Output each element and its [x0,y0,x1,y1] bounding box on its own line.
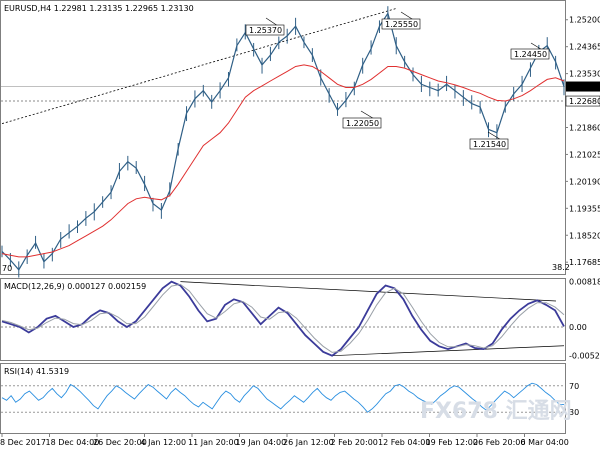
macd-panel: 0.008182 0.00 -0.005223 [1,278,600,361]
price-annotation-label: 1.22050 [346,119,379,128]
macd-axis-label: -0.005223 [569,352,600,361]
x-axis-label: 4 Jan 12:00 [141,438,187,447]
macd-lower-trendline [332,345,565,357]
macd-panel-title: MACD(12,26,9) 0.000127 0.002159 [4,282,146,291]
macd-main-line [1,283,565,353]
price-panel: 1.252001.243651.235301.226951.218601.210… [1,6,600,278]
price-axis-label: 1.21025 [569,150,600,159]
current-price-tag [566,81,600,92]
rsi-panel: 70 30 [1,382,579,417]
price-series-line [1,11,565,271]
macd-axis-label: 0.00 [569,323,587,332]
price-axis-label: 1.23530 [569,70,600,79]
x-axis-label: 2 Feb 20:00 [331,438,378,447]
price-annotation-box [381,18,421,30]
price-trendline [1,8,397,125]
x-axis-label: 18 Dec 04:00 [46,438,100,447]
macd-upper-trendline [180,281,557,302]
price-axis-label: 1.21860 [569,123,600,132]
price-annotation-label: 1.25370 [249,26,282,35]
price-panel-frame [0,0,566,275]
x-axis-label: 26 Feb 20:00 [473,438,525,447]
price-annotation-box [469,138,509,150]
corner-label-right: 38.2 [552,263,570,272]
x-axis-label: 19 Jan 04:00 [236,438,287,447]
price-axis-label: 1.17685 [569,258,600,267]
macd-signal-line [1,280,565,357]
price-axis-label: 1.25200 [569,16,600,25]
rsi-line [1,382,565,413]
rsi-panel-title: RSI(14) 41.5319 [4,367,69,376]
current-price-label: 1.23130 [569,83,600,92]
price-annotation-box [510,48,550,60]
x-axis-label: 6 Mar 04:00 [521,438,569,447]
x-axis-label: 8 Dec 2017 [0,438,46,447]
corner-label-left: 70 [2,264,12,273]
x-axis-label: 11 Jan 20:00 [188,438,239,447]
x-axis-label: 19 Feb 12:00 [426,438,478,447]
price-axis-label: 1.19355 [569,204,600,213]
support-level-label: 1.22680 [569,97,600,106]
price-axis-label: 1.20190 [569,177,600,186]
x-axis-label: 26 Dec 20:00 [93,438,147,447]
macd-panel-frame [0,278,566,361]
price-annotation-box [342,117,382,129]
watermark-text: FX678 汇通网 [420,399,572,424]
price-axis-label: 1.24365 [569,43,600,52]
rsi-axis-label: 30 [569,408,579,417]
x-axis-label: 12 Feb 04:00 [378,438,430,447]
x-axis-label: 26 Jan 12:00 [283,438,334,447]
price-annotation-label: 1.21540 [473,140,506,149]
price-panel-title: EURUSD,H4 1.22981 1.23135 1.22965 1.2313… [4,4,194,13]
macd-axis-label: 0.008182 [569,278,600,287]
moving-average-line [1,64,565,258]
price-axis-label: 1.18520 [569,231,600,240]
price-annotation-label: 1.24450 [514,50,547,59]
price-annotation-label: 1.25550 [385,20,418,29]
rsi-panel-frame [0,363,566,434]
support-level-box [565,95,600,107]
rsi-axis-label: 70 [569,382,579,391]
price-annotation-box [245,24,285,36]
